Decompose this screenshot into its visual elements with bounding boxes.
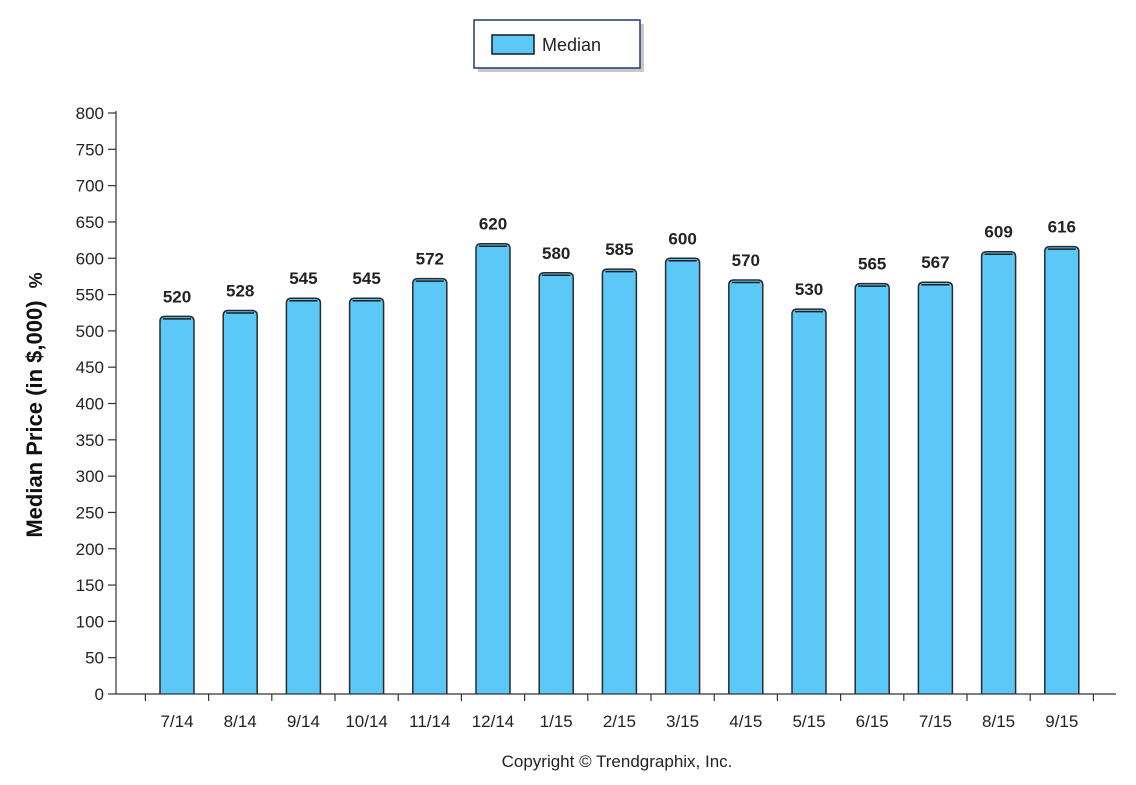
data-label: 609 xyxy=(984,223,1012,242)
data-label: 567 xyxy=(921,253,949,272)
y-tick-label: 250 xyxy=(76,503,104,522)
y-axis-title: Median Price (in $,000) % xyxy=(22,272,47,537)
data-label: 545 xyxy=(352,269,380,288)
bar xyxy=(791,308,827,694)
data-label: 565 xyxy=(858,255,886,274)
x-tick-label: 10/14 xyxy=(345,712,388,731)
y-tick-label: 150 xyxy=(76,576,104,595)
bar-shape xyxy=(348,297,385,694)
data-label: 620 xyxy=(479,215,507,234)
bar xyxy=(475,242,511,694)
data-label: 528 xyxy=(226,282,254,301)
y-tick-label: 350 xyxy=(76,431,104,450)
bar xyxy=(601,268,638,694)
x-tick-label: 4/15 xyxy=(729,712,762,731)
y-axis-ticks: 0 50 100 150 200 250 300 350 400 450 500 550 600 650 7… xyxy=(76,104,116,704)
x-tick-label: 2/15 xyxy=(603,712,636,731)
bar-shape xyxy=(412,277,448,694)
data-label: 600 xyxy=(668,229,696,248)
x-tick-label: 7/15 xyxy=(919,712,952,731)
copyright-text: Copyright © Trendgraphix, Inc. xyxy=(502,752,733,771)
bar-shape xyxy=(538,272,574,694)
data-label: 570 xyxy=(732,251,760,270)
y-tick-label: 700 xyxy=(76,177,104,196)
data-label: 545 xyxy=(289,269,317,288)
bar-shape xyxy=(285,297,322,694)
bar xyxy=(854,282,890,694)
y-tick-label: 50 xyxy=(85,649,104,668)
bar-shape xyxy=(1044,245,1080,694)
bar-shape xyxy=(791,308,827,694)
x-tick-label: 12/14 xyxy=(472,712,515,731)
x-tick-label: 1/15 xyxy=(540,712,573,731)
y-tick-label: 550 xyxy=(76,286,104,305)
bar xyxy=(664,257,701,694)
bar xyxy=(980,250,1017,694)
y-axis-title-suffix: % xyxy=(26,272,46,288)
legend-swatch xyxy=(491,34,535,55)
x-tick-label: 9/15 xyxy=(1045,712,1078,731)
x-tick-label: 11/14 xyxy=(409,712,450,731)
bar xyxy=(159,315,195,694)
bar-shape xyxy=(728,279,764,694)
x-tick-label: 9/14 xyxy=(287,712,320,731)
y-tick-label: 600 xyxy=(76,249,104,268)
y-tick-label: 200 xyxy=(76,540,104,559)
bar xyxy=(412,277,448,694)
data-label: 580 xyxy=(542,244,570,263)
data-label: 530 xyxy=(795,280,823,299)
y-tick-label: 450 xyxy=(76,358,104,377)
bar-shape xyxy=(854,282,890,694)
bar xyxy=(917,281,954,694)
bar-shape xyxy=(917,281,954,694)
y-tick-label: 100 xyxy=(76,612,104,631)
x-tick-label: 8/14 xyxy=(224,712,257,731)
y-tick-label: 500 xyxy=(76,322,104,341)
bars: 520 528 545 545 572 620 580 585 600 570 530 565 567 6… xyxy=(159,215,1080,694)
y-tick-label: 750 xyxy=(76,140,104,159)
bar-shape xyxy=(601,268,638,694)
bar-shape xyxy=(664,257,701,694)
bar-shape xyxy=(980,250,1017,694)
legend-label: Median xyxy=(542,35,601,55)
bar xyxy=(538,272,574,694)
y-tick-label: 300 xyxy=(76,467,104,486)
x-tick-label: 5/15 xyxy=(792,712,825,731)
data-label: 520 xyxy=(163,287,191,306)
data-label: 572 xyxy=(416,250,444,269)
x-tick-label: 6/15 xyxy=(856,712,889,731)
bar xyxy=(285,297,322,694)
bar xyxy=(1044,245,1080,694)
bar-shape xyxy=(475,242,511,694)
y-axis-title-main: Median Price (in $,000) xyxy=(22,300,47,537)
y-tick-label: 650 xyxy=(76,213,104,232)
y-tick-label: 800 xyxy=(76,104,104,123)
data-label: 616 xyxy=(1048,218,1076,237)
y-tick-label: 0 xyxy=(95,685,104,704)
bar-shape xyxy=(222,309,258,694)
legend: Median xyxy=(473,19,644,72)
x-axis-ticks: 7/14 8/14 9/14 10/14 11/14 12/14 1/15 2/15 3/15 4… xyxy=(144,694,1095,731)
data-label: 585 xyxy=(605,240,633,259)
bar-shape xyxy=(159,315,195,694)
x-tick-label: 7/14 xyxy=(160,712,193,731)
bar xyxy=(728,279,764,694)
x-tick-label: 8/15 xyxy=(982,712,1015,731)
y-tick-label: 400 xyxy=(76,395,104,414)
x-tick-label: 3/15 xyxy=(666,712,699,731)
bar xyxy=(222,309,258,694)
bar xyxy=(348,297,385,694)
